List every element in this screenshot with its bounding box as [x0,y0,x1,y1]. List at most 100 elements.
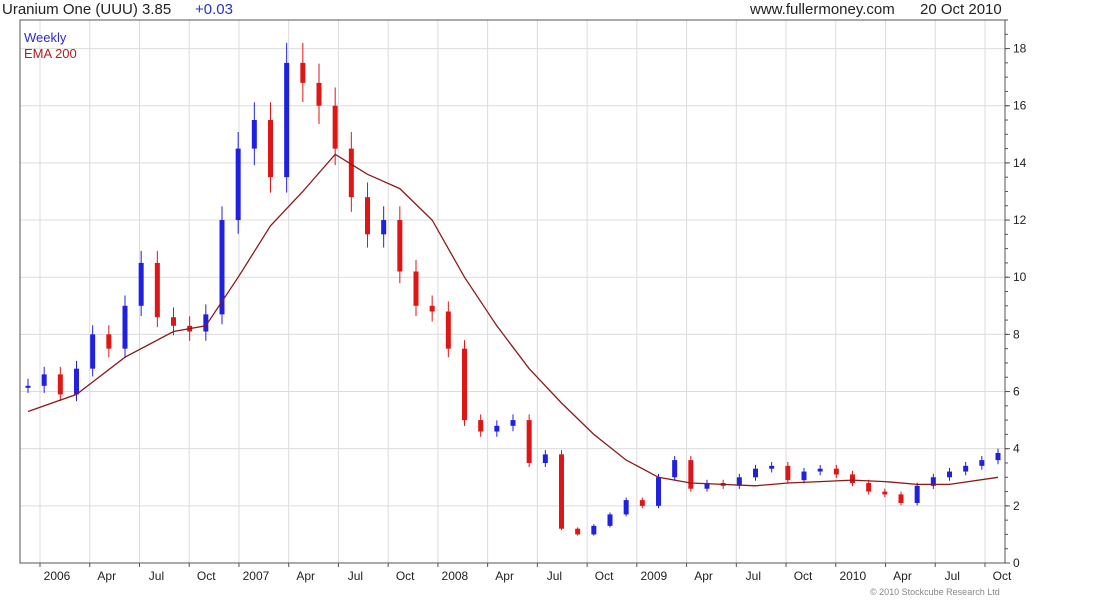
plot-area [25,42,1001,536]
candle-body [914,485,920,503]
candle-body [753,468,758,478]
x-tick-label: Oct [794,569,813,583]
candle-body [688,460,694,489]
candle-body [575,528,581,535]
ema-line [27,153,999,487]
x-tick-label: Apr [296,569,315,583]
candle-body [138,262,144,306]
candle-body [171,317,176,326]
candle-body [74,368,79,395]
candle-body [542,454,548,463]
candle-body [478,420,484,432]
candle-body [90,334,96,369]
candle-body [882,491,888,495]
candle-body [623,500,629,515]
candle-body [801,471,807,481]
axes: 0 2 4 6 8 10 12 14 16 18 2006 Apr Jul Oct 2007 Apr Jul Oc… [39,19,1027,583]
candle-body [704,482,710,489]
x-tick-label: Jul [149,569,164,583]
candle-body [429,305,435,312]
y-tick-label: 4 [1013,442,1020,456]
y-tick-label: 14 [1013,156,1027,170]
candle-body [300,62,306,83]
candle-body [494,425,500,432]
candle-body [850,474,855,483]
y-tick-label: 12 [1013,213,1027,227]
legend-weekly: Weekly [24,30,67,45]
candle-body [413,271,419,306]
x-tick-label: 2008 [442,569,469,583]
candle-body [235,148,241,221]
candle-body [348,148,354,198]
chart-header: Uranium One (UUU) 3.85 +0.03 www.fullerm… [0,0,1100,20]
candle-body [510,420,516,426]
y-tick-label: 6 [1013,385,1020,399]
candle-body [866,482,872,492]
candle-body [947,471,952,478]
candle-body [607,514,613,526]
candle-body [736,477,742,486]
candle-body [963,465,969,472]
x-tick-label: 2010 [839,569,866,583]
candle-body [995,452,1001,461]
x-tick-label: 2006 [44,569,71,583]
legend-ema: EMA 200 [24,46,77,61]
y-tick-label: 2 [1013,499,1020,513]
candle-body [284,62,290,178]
x-tick-label: Oct [993,569,1012,583]
candle-body [316,82,322,106]
candle-body [381,220,387,235]
candle-body [639,500,645,506]
x-tick-label: Oct [396,569,415,583]
y-tick-label: 16 [1013,99,1027,113]
y-tick-label: 18 [1013,42,1027,56]
y-tick-label: 8 [1013,327,1020,341]
candle-body [930,477,936,486]
candle-body [219,220,225,315]
x-tick-label: Jul [348,569,363,583]
x-tick-label: 2009 [640,569,667,583]
y-tick-label: 0 [1013,556,1020,570]
candle-body [154,262,160,318]
candle-body [785,465,791,481]
y-tick-label: 10 [1013,270,1027,284]
gridlines [20,20,1005,564]
x-tick-label: Apr [97,569,116,583]
candle-body [559,454,564,529]
copyright-credit: © 2010 Stockcube Research Ltd [870,587,1000,597]
candle-body [251,120,257,149]
candle-body [462,348,467,421]
x-tick-label: 2007 [243,569,270,583]
candle-body [445,311,451,349]
candle-body [656,477,661,506]
plot-background [20,20,1005,563]
candle-body [25,385,31,388]
x-tick-label: Jul [945,569,960,583]
candle-body [268,120,273,178]
candle-body [526,420,532,463]
candle-body [122,305,128,349]
source-site: www.fullermoney.com [750,1,895,18]
candle-body [769,465,775,469]
x-tick-label: Jul [746,569,761,583]
candle-body [898,494,904,503]
price-change: +0.03 [195,1,233,18]
x-tick-label: Apr [495,569,514,583]
candle-body [332,105,338,149]
candle-body [365,197,370,235]
x-tick-label: Jul [547,569,562,583]
candle-body [979,460,985,466]
candle-body [397,220,403,272]
candle-body [41,374,47,386]
x-tick-label: Apr [893,569,912,583]
candle-body [591,525,597,535]
chart-date: 20 Oct 2010 [920,1,1002,18]
candle-body [57,374,63,395]
candle-body [672,460,678,478]
candle-body [106,334,112,349]
x-tick-label: Apr [694,569,713,583]
candle-body [833,468,839,475]
x-tick-label: Oct [197,569,216,583]
candle-body [203,314,209,332]
